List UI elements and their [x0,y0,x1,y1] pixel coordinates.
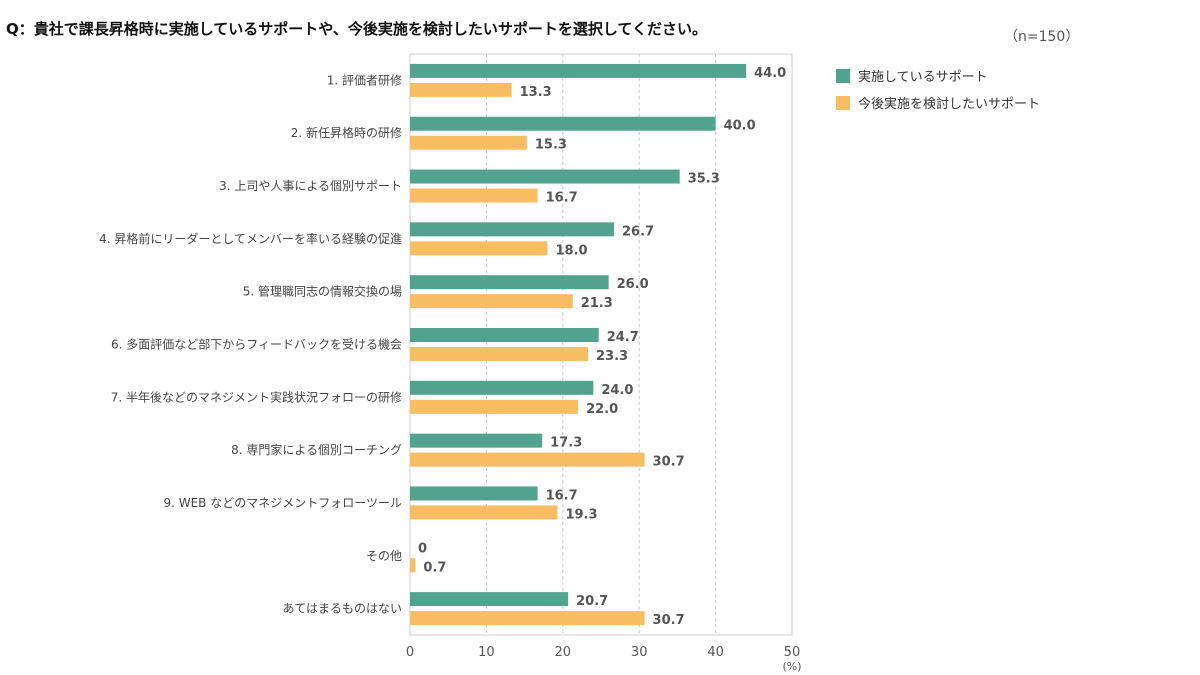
bar-implemented [410,328,599,342]
bar-considering [410,82,512,97]
value-label-implemented: 35.3 [688,172,720,187]
category-label: あてはまるものはない [282,602,402,616]
bar-implemented [410,486,538,501]
value-label-implemented: 17.3 [550,436,582,451]
value-label-implemented: 26.0 [617,277,649,292]
category-label: その他 [366,549,402,563]
x-tick-label: 40 [707,645,724,660]
bar-implemented [410,433,543,448]
bar-implemented [410,116,716,131]
bar-implemented [410,592,569,607]
bar-considering [410,558,416,573]
x-tick-label: 10 [478,645,495,660]
value-label-implemented: 40.0 [724,119,756,134]
value-label-implemented: 16.7 [546,488,578,503]
bar-considering [410,452,645,467]
x-tick-label: 20 [555,645,572,660]
legend-item-considering: 今後実施を検討したいサポート [836,93,1040,112]
legend-swatch-considering [836,95,850,110]
value-label-implemented: 24.0 [601,383,633,398]
bar-implemented [410,169,680,184]
plot-frame [409,53,793,636]
value-label-considering: 22.0 [586,402,618,417]
value-label-considering: 23.3 [596,349,628,364]
value-label-considering: 15.3 [535,138,567,153]
legend-item-implemented: 実施しているサポート [836,66,988,85]
legend-label-considering: 今後実施を検討したいサポート [858,97,1041,112]
bar-considering [410,505,558,520]
value-label-considering: 30.7 [653,455,685,470]
category-label: 9. WEB などのマネジメントフォローツール [163,496,402,510]
value-label-implemented: 44.0 [754,66,786,81]
value-label-implemented: 20.7 [576,594,608,609]
category-label: 4. 昇格前にリーダーとしてメンバーを率いる経験の促進 [99,231,402,246]
category-label: 3. 上司や人事による個別サポート [219,179,402,193]
value-label-implemented: 0 [418,541,427,556]
bar-considering [410,399,579,414]
bar-considering [410,135,527,150]
value-label-considering: 0.7 [423,560,446,575]
x-tick-label: 0 [406,645,414,660]
value-label-considering: 13.3 [520,85,552,100]
bar-considering [410,611,645,626]
bar-considering [410,188,538,203]
category-label: 8. 専門家による個別コーチング [231,442,402,457]
bar-implemented [410,380,594,395]
x-tick-label: 50 [784,645,801,660]
value-label-considering: 21.3 [581,296,613,311]
value-label-implemented: 24.7 [607,330,639,345]
legend-label-implemented: 実施しているサポート [858,70,988,85]
x-tick-label: 30 [631,645,648,660]
bar-considering [410,347,589,361]
value-label-considering: 18.0 [556,243,588,258]
value-label-considering: 16.7 [546,191,578,206]
bar-implemented [410,63,747,78]
bar-considering [410,241,548,256]
category-label: 5. 管理職同志の情報交換の場 [243,284,402,299]
value-label-implemented: 26.7 [622,224,654,239]
category-label: 1. 評価者研修 [327,72,402,87]
x-axis-unit: (%) [782,660,801,673]
category-label: 2. 新任昇格時の研修 [291,125,402,140]
bar-implemented [410,222,614,237]
category-label: 7. 半年後などのマネジメント実践状況フォローの研修 [111,389,402,404]
chart-title: Q：貴社で課長昇格時に実施しているサポートや、今後実施を検討したいサポートを選択… [6,20,707,38]
value-label-considering: 19.3 [565,507,597,522]
bar-implemented [410,275,609,290]
value-label-considering: 30.7 [653,613,685,628]
bar-considering [410,294,573,309]
sample-size-note: （n=150） [1004,29,1080,45]
category-label: 6. 多面評価など部下からフィードバックを受ける機会 [111,337,402,352]
legend-swatch-implemented [836,68,850,83]
